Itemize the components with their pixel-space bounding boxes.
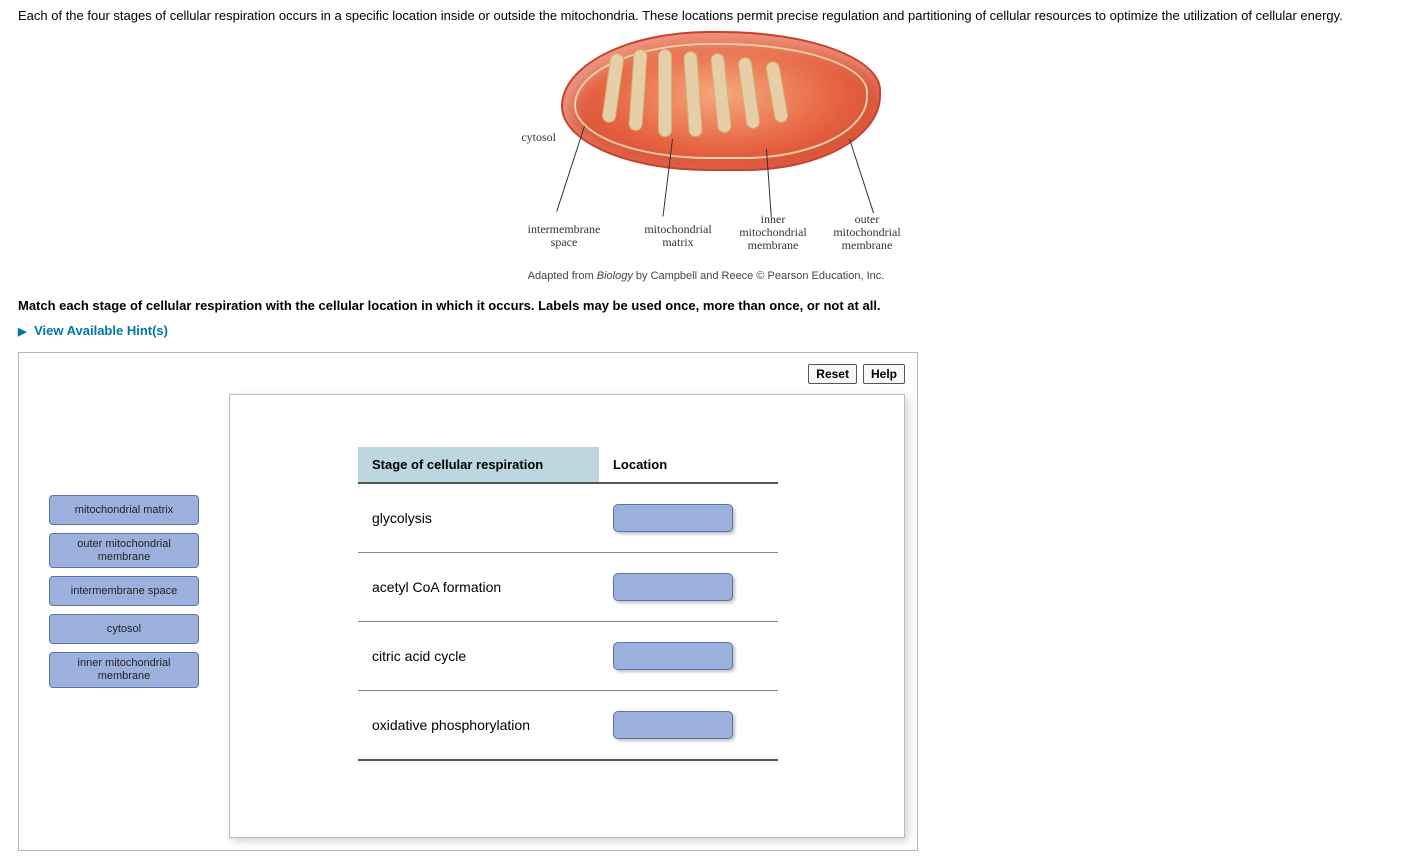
stage-cell: glycolysis bbox=[358, 483, 599, 553]
diagram-attribution: Adapted from Biology by Campbell and Ree… bbox=[18, 270, 1394, 282]
question-instruction: Match each stage of cellular respiration… bbox=[18, 298, 1394, 313]
draggable-label[interactable]: cytosol bbox=[49, 614, 199, 644]
diagram-label-cytosol: cytosol bbox=[496, 131, 556, 144]
diagram-label-intermembrane: intermembranespace bbox=[514, 223, 614, 249]
view-hints-toggle[interactable]: ▶ View Available Hint(s) bbox=[18, 323, 1394, 338]
matching-table: Stage of cellular respiration Location g… bbox=[358, 447, 778, 761]
drop-target[interactable] bbox=[613, 711, 733, 739]
crista-shape bbox=[658, 49, 672, 137]
matching-activity-panel: Reset Help mitochondrial matrix outer mi… bbox=[18, 352, 918, 851]
drop-target[interactable] bbox=[613, 573, 733, 601]
table-row: acetyl CoA formation bbox=[358, 553, 778, 622]
table-row: citric acid cycle bbox=[358, 622, 778, 691]
reset-button[interactable]: Reset bbox=[808, 364, 857, 384]
column-header-location: Location bbox=[599, 447, 778, 483]
draggable-label[interactable]: outer mitochondrial membrane bbox=[49, 533, 199, 568]
draggable-label[interactable]: mitochondrial matrix bbox=[49, 495, 199, 525]
leader-line bbox=[849, 139, 874, 213]
hints-label: View Available Hint(s) bbox=[34, 323, 168, 338]
draggable-label[interactable]: intermembrane space bbox=[49, 576, 199, 606]
activity-toolbar: Reset Help bbox=[19, 353, 917, 395]
label-pool: mitochondrial matrix outer mitochondrial… bbox=[19, 395, 229, 850]
leader-line bbox=[556, 126, 585, 212]
diagram-label-outer-membrane: outermitochondrialmembrane bbox=[822, 213, 912, 253]
stage-cell: oxidative phosphorylation bbox=[358, 691, 599, 761]
diagram-label-inner-membrane: innermitochondrialmembrane bbox=[728, 213, 818, 253]
diagram-label-matrix: mitochondrialmatrix bbox=[628, 223, 728, 249]
intro-paragraph: Each of the four stages of cellular resp… bbox=[18, 8, 1394, 23]
column-header-stage: Stage of cellular respiration bbox=[358, 447, 599, 483]
caret-right-icon: ▶ bbox=[18, 326, 26, 338]
matching-table-card: Stage of cellular respiration Location g… bbox=[229, 394, 905, 838]
table-row: glycolysis bbox=[358, 483, 778, 553]
stage-cell: citric acid cycle bbox=[358, 622, 599, 691]
table-row: oxidative phosphorylation bbox=[358, 691, 778, 761]
stage-cell: acetyl CoA formation bbox=[358, 553, 599, 622]
mitochondrion-diagram: cytosol intermembranespace mitochondrial… bbox=[18, 31, 1394, 266]
drop-target[interactable] bbox=[613, 642, 733, 670]
help-button[interactable]: Help bbox=[863, 364, 905, 384]
drop-target[interactable] bbox=[613, 504, 733, 532]
draggable-label[interactable]: inner mitochondrial membrane bbox=[49, 652, 199, 687]
